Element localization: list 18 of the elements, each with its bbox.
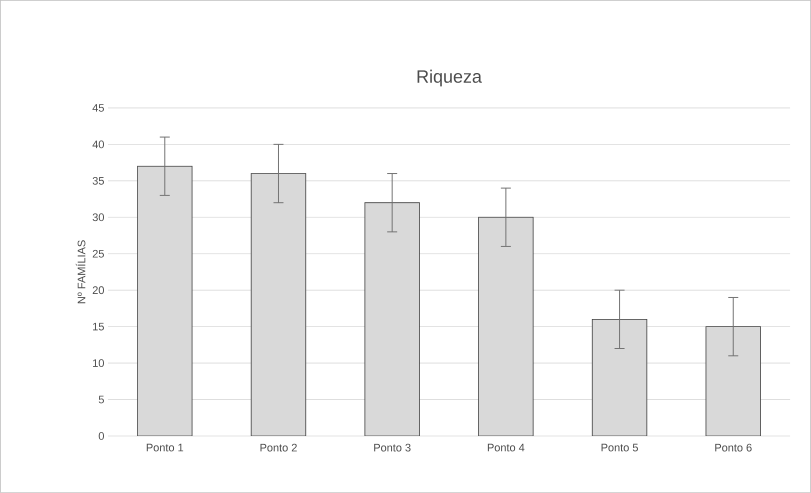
x-tick-label: Ponto 5 [602, 444, 638, 452]
x-tick-label: Ponto 4 [488, 444, 524, 452]
y-tick-label: 35 [92, 177, 104, 185]
x-tick-label: Ponto 6 [715, 444, 752, 452]
y-tick-label: 45 [92, 104, 104, 112]
y-tick-label: 40 [92, 140, 104, 148]
y-tick-label: 15 [93, 322, 104, 331]
y-tick-label: 20 [92, 286, 104, 294]
y-tick-label: 10 [93, 359, 104, 368]
y-tick-label: 0 [98, 432, 104, 440]
y-tick-label: 25 [92, 250, 104, 258]
x-tick-label: Ponto 1 [146, 444, 184, 452]
x-tick-label: Ponto 2 [260, 444, 297, 452]
x-tick-label: Ponto 3 [374, 444, 411, 452]
chart-title: Riqueza [418, 70, 482, 86]
y-axis-title: Nº FAMÍLIAS [76, 240, 86, 304]
y-tick-label: 5 [98, 396, 104, 404]
y-tick-label: 30 [92, 213, 104, 222]
